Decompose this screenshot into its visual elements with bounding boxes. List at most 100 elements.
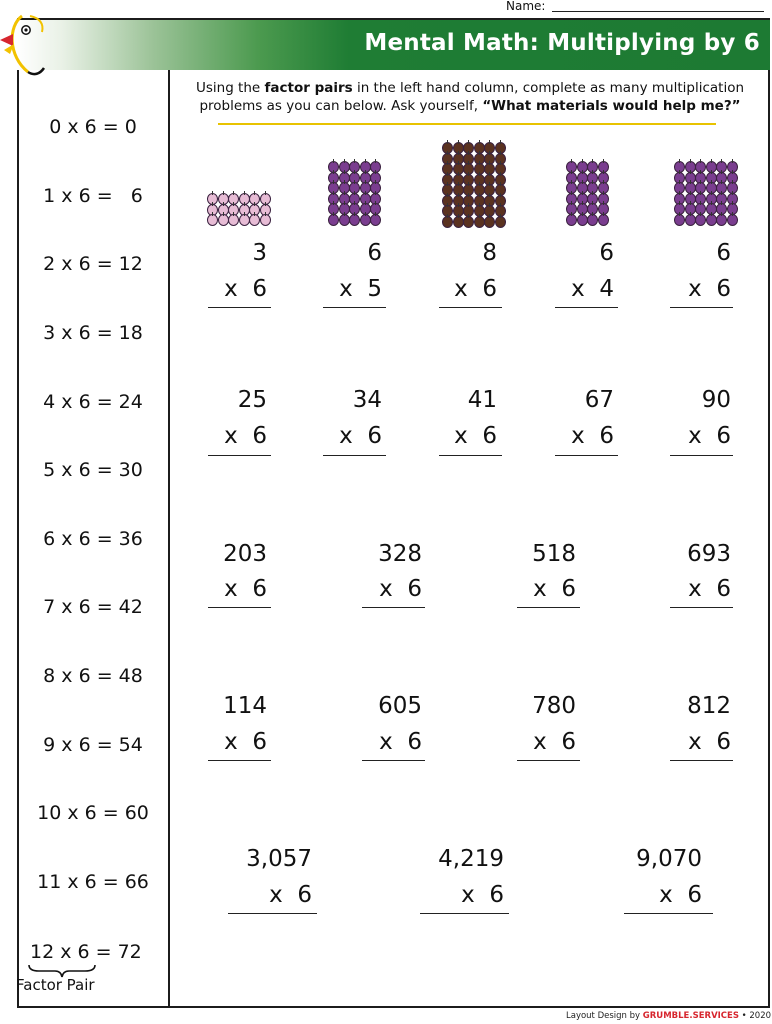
- bead: [249, 212, 260, 226]
- problem-5-bottom: x 6: [688, 276, 731, 302]
- bead: [207, 212, 218, 226]
- bead: [587, 211, 598, 226]
- factor-pair-1: 1 x 6 = 6: [43, 185, 143, 207]
- bead: [705, 211, 717, 226]
- problem-16-bottom: x 6: [379, 729, 422, 755]
- bead: [359, 211, 371, 226]
- factor-pair-4: 4 x 6 = 24: [43, 391, 143, 413]
- problem-6-bottom: x 6: [224, 423, 267, 449]
- bead: [349, 211, 360, 226]
- answer-line[interactable]: [555, 307, 618, 308]
- answer-line[interactable]: [439, 307, 502, 308]
- answer-line[interactable]: [439, 455, 502, 456]
- problem-2-bottom: x 5: [339, 276, 382, 302]
- bead: [370, 211, 381, 226]
- bead: [463, 213, 474, 228]
- name-line[interactable]: [552, 11, 764, 12]
- answer-line[interactable]: [670, 455, 733, 456]
- answer-line[interactable]: [362, 607, 425, 608]
- factor-pair-label: Factor Pair: [16, 976, 95, 994]
- problem-15-bottom: x 6: [224, 729, 267, 755]
- problem-11-top: 203: [223, 541, 267, 567]
- factor-pair-2: 2 x 6 = 12: [43, 253, 143, 275]
- problem-8-top: 41: [467, 387, 497, 413]
- problem-10-top: 90: [701, 387, 731, 413]
- answer-line[interactable]: [208, 607, 271, 608]
- problem-4-top: 6: [599, 240, 614, 266]
- factor-pair-8: 8 x 6 = 48: [43, 665, 143, 687]
- instructions-underline: [218, 123, 716, 125]
- bead: [726, 211, 738, 226]
- factor-pair-5: 5 x 6 = 30: [43, 459, 143, 481]
- column-divider: [168, 68, 170, 1008]
- answer-line[interactable]: [670, 760, 733, 761]
- footer-credit: Layout Design by GRUMBLE.SERVICES • 2020…: [566, 1011, 772, 1021]
- problem-3-top: 8: [482, 240, 497, 266]
- bead: [473, 213, 485, 228]
- bead: [328, 211, 339, 226]
- answer-line[interactable]: [208, 455, 271, 456]
- bead: [259, 212, 271, 226]
- problem-5-top: 6: [716, 240, 731, 266]
- factor-pair-10: 10 x 6 = 60: [37, 802, 149, 824]
- factor-pair-3: 3 x 6 = 18: [43, 322, 143, 344]
- problem-19-top: 3,057: [246, 846, 312, 872]
- bead: [484, 213, 495, 228]
- problem-18-bottom: x 6: [688, 729, 731, 755]
- bead: [576, 211, 588, 226]
- name-label: Name:: [506, 0, 546, 13]
- answer-line[interactable]: [208, 760, 271, 761]
- answer-line[interactable]: [670, 307, 733, 308]
- problem-18-top: 812: [687, 693, 731, 719]
- bead: [684, 211, 696, 226]
- answer-line[interactable]: [208, 307, 271, 308]
- page-title: Mental Math: Multiplying by 6: [364, 30, 760, 56]
- bird-logo-icon: [0, 14, 46, 76]
- title-banner: Mental Math: Multiplying by 6: [17, 18, 770, 70]
- instructions: Using the factor pairs in the left hand …: [195, 80, 745, 114]
- problem-17-bottom: x 6: [533, 729, 576, 755]
- factor-pair-9: 9 x 6 = 54: [43, 734, 143, 756]
- problem-8-bottom: x 6: [454, 423, 497, 449]
- problem-10-bottom: x 6: [688, 423, 731, 449]
- bead: [238, 212, 250, 226]
- answer-line[interactable]: [420, 913, 509, 914]
- problem-1-bottom: x 6: [224, 276, 267, 302]
- answer-line[interactable]: [362, 760, 425, 761]
- factor-pair-12: 12 x 6 = 72: [30, 941, 142, 963]
- factor-pair-0: 0 x 6 = 0: [49, 116, 137, 138]
- answer-line[interactable]: [228, 913, 317, 914]
- problem-13-bottom: x 6: [533, 576, 576, 602]
- problem-14-top: 693: [687, 541, 731, 567]
- answer-line[interactable]: [624, 913, 713, 914]
- answer-line[interactable]: [517, 760, 580, 761]
- answer-line[interactable]: [517, 607, 580, 608]
- curly-brace-icon: [28, 964, 96, 978]
- answer-line[interactable]: [670, 607, 733, 608]
- factor-pair-7: 7 x 6 = 42: [43, 596, 143, 618]
- problem-19-bottom: x 6: [269, 882, 312, 908]
- problem-7-top: 34: [352, 387, 382, 413]
- bead: [452, 213, 464, 228]
- answer-line[interactable]: [323, 307, 386, 308]
- problem-11-bottom: x 6: [224, 576, 267, 602]
- problem-20-top: 4,219: [438, 846, 504, 872]
- problem-14-bottom: x 6: [688, 576, 731, 602]
- bead: [566, 211, 577, 226]
- problem-7-bottom: x 6: [339, 423, 382, 449]
- problem-4-bottom: x 4: [571, 276, 614, 302]
- worksheet-frame: [17, 68, 770, 1008]
- bead: [494, 213, 506, 228]
- bead: [716, 211, 727, 226]
- bead: [217, 212, 229, 226]
- problem-6-top: 25: [237, 387, 267, 413]
- answer-line[interactable]: [555, 455, 618, 456]
- factor-pair-6: 6 x 6 = 36: [43, 528, 143, 550]
- bead: [674, 211, 685, 226]
- problem-15-top: 114: [223, 693, 267, 719]
- problem-1-top: 3: [252, 240, 267, 266]
- problem-17-top: 780: [532, 693, 576, 719]
- problem-20-bottom: x 6: [461, 882, 504, 908]
- answer-line[interactable]: [323, 455, 386, 456]
- problem-21-top: 9,070: [636, 846, 702, 872]
